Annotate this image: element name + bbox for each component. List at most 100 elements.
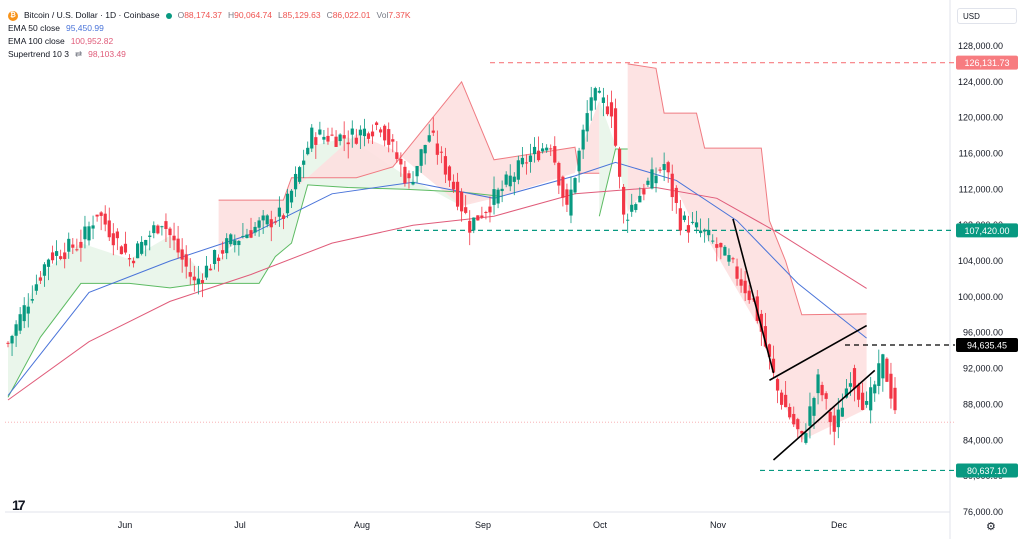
price-level-tag [956, 337, 1018, 352]
indicator-ema50[interactable]: EMA 50 close 95,450.99 [8, 22, 411, 35]
candle-body [650, 169, 654, 189]
candle-body [707, 229, 711, 236]
candle-body [6, 342, 10, 344]
candle-body [492, 189, 496, 205]
trend-line-2 [772, 369, 876, 461]
candle-body [605, 106, 610, 115]
time-tick-label: Nov [710, 520, 727, 530]
candle-body [229, 234, 233, 245]
candle-body [662, 164, 666, 171]
candle-body [711, 240, 715, 242]
candle-body [840, 407, 844, 417]
candle-body [184, 254, 188, 267]
candle-body [350, 128, 354, 135]
candle-body [140, 241, 144, 254]
candle-body [763, 326, 767, 347]
ema100-line [7, 186, 867, 401]
candle-body [727, 255, 731, 262]
candle-body [735, 266, 739, 279]
candle-body [379, 129, 383, 133]
candle-body [455, 181, 460, 207]
candle-body [686, 225, 691, 233]
candle-body [322, 136, 326, 140]
symbol-title[interactable]: Bitcoin / U.S. Dollar · 1D · Coinbase [24, 10, 160, 20]
candle-body [828, 411, 832, 423]
indicator-supertrend[interactable]: Supertrend 10 3 ⇄ 98,103.49 [8, 48, 411, 61]
candle-body [889, 373, 893, 399]
candle-body [541, 148, 545, 152]
candle-body [642, 189, 646, 195]
candle-body [678, 208, 682, 231]
candle-body [881, 354, 885, 379]
candle-body [67, 238, 71, 252]
indicator-ema100[interactable]: EMA 100 close 100,952.82 [8, 35, 411, 48]
candle-body [589, 97, 593, 111]
candle-body [273, 221, 277, 223]
candle-body [366, 133, 371, 139]
candle-body [387, 129, 391, 145]
candle-body [79, 241, 83, 248]
candle-body [545, 147, 549, 151]
candle-body [91, 225, 95, 229]
candle-body [326, 135, 330, 142]
bitcoin-coin-icon: ₿ [8, 10, 18, 21]
candle-body [71, 244, 75, 248]
price-tick-label: 112,000.00 [959, 184, 1003, 194]
candle-body [241, 235, 245, 237]
close-value: 86,022.01 [332, 10, 371, 20]
ema100-name: EMA 100 close [8, 36, 65, 46]
candle-body [217, 257, 221, 261]
time-tick-label: Dec [831, 520, 848, 530]
candle-body [690, 221, 695, 223]
candle-body [415, 165, 419, 177]
candle-body [257, 220, 261, 228]
time-tick-label: Jun [118, 520, 133, 530]
candle-body [613, 108, 618, 146]
candle-body [816, 374, 820, 394]
candle-body [788, 406, 792, 418]
candle-body [520, 157, 524, 165]
price-level-label: 107,420.00 [964, 226, 1009, 236]
candle-body [617, 148, 622, 177]
candle-body [832, 415, 836, 432]
candle-body [148, 235, 152, 237]
candle-body [739, 279, 743, 286]
tradingview-logo: 17 [12, 497, 26, 513]
candle-body [609, 102, 614, 117]
candle-body [152, 225, 156, 234]
candle-body [844, 388, 848, 398]
candle-body [812, 398, 816, 416]
price-level-label: 80,637.10 [967, 466, 1007, 476]
candle-body [585, 113, 589, 132]
candle-body [22, 305, 26, 322]
price-level-label: 126,131.73 [964, 58, 1009, 68]
swap-icon: ⇄ [74, 49, 83, 59]
candle-body [496, 189, 500, 204]
candle-body [767, 344, 772, 357]
candle-body [427, 135, 431, 142]
candle-body [95, 214, 99, 217]
candle-body [719, 242, 723, 248]
trend-line-1 [769, 324, 868, 381]
candle-body [83, 226, 87, 240]
candle-body [261, 215, 265, 221]
candle-body [103, 213, 107, 225]
gear-icon[interactable]: ⚙ [986, 521, 996, 533]
high-label: H [228, 10, 235, 20]
candle-body [50, 252, 55, 261]
candle-body [38, 277, 43, 281]
candle-body [536, 150, 541, 161]
price-tick-label: 92,000.00 [963, 364, 1003, 374]
candle-body [800, 430, 804, 434]
candle-body [593, 88, 597, 101]
supertrend-fills [8, 63, 867, 441]
currency-selector[interactable]: USD [957, 8, 1017, 24]
candle-body [674, 187, 678, 203]
candle-body [569, 189, 573, 216]
candle-body [512, 176, 516, 182]
price-tick-label: 76,000.00 [963, 507, 1003, 517]
candle-body [302, 160, 306, 165]
price-tick-label: 116,000.00 [959, 148, 1003, 158]
candle-body [144, 239, 148, 246]
